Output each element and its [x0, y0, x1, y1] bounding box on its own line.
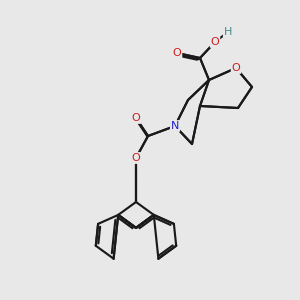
- Text: O: O: [211, 37, 219, 47]
- Text: N: N: [171, 121, 179, 131]
- Text: O: O: [132, 113, 140, 123]
- Text: O: O: [132, 153, 140, 163]
- Text: O: O: [172, 48, 182, 58]
- Text: O: O: [232, 63, 240, 73]
- Text: H: H: [224, 27, 232, 37]
